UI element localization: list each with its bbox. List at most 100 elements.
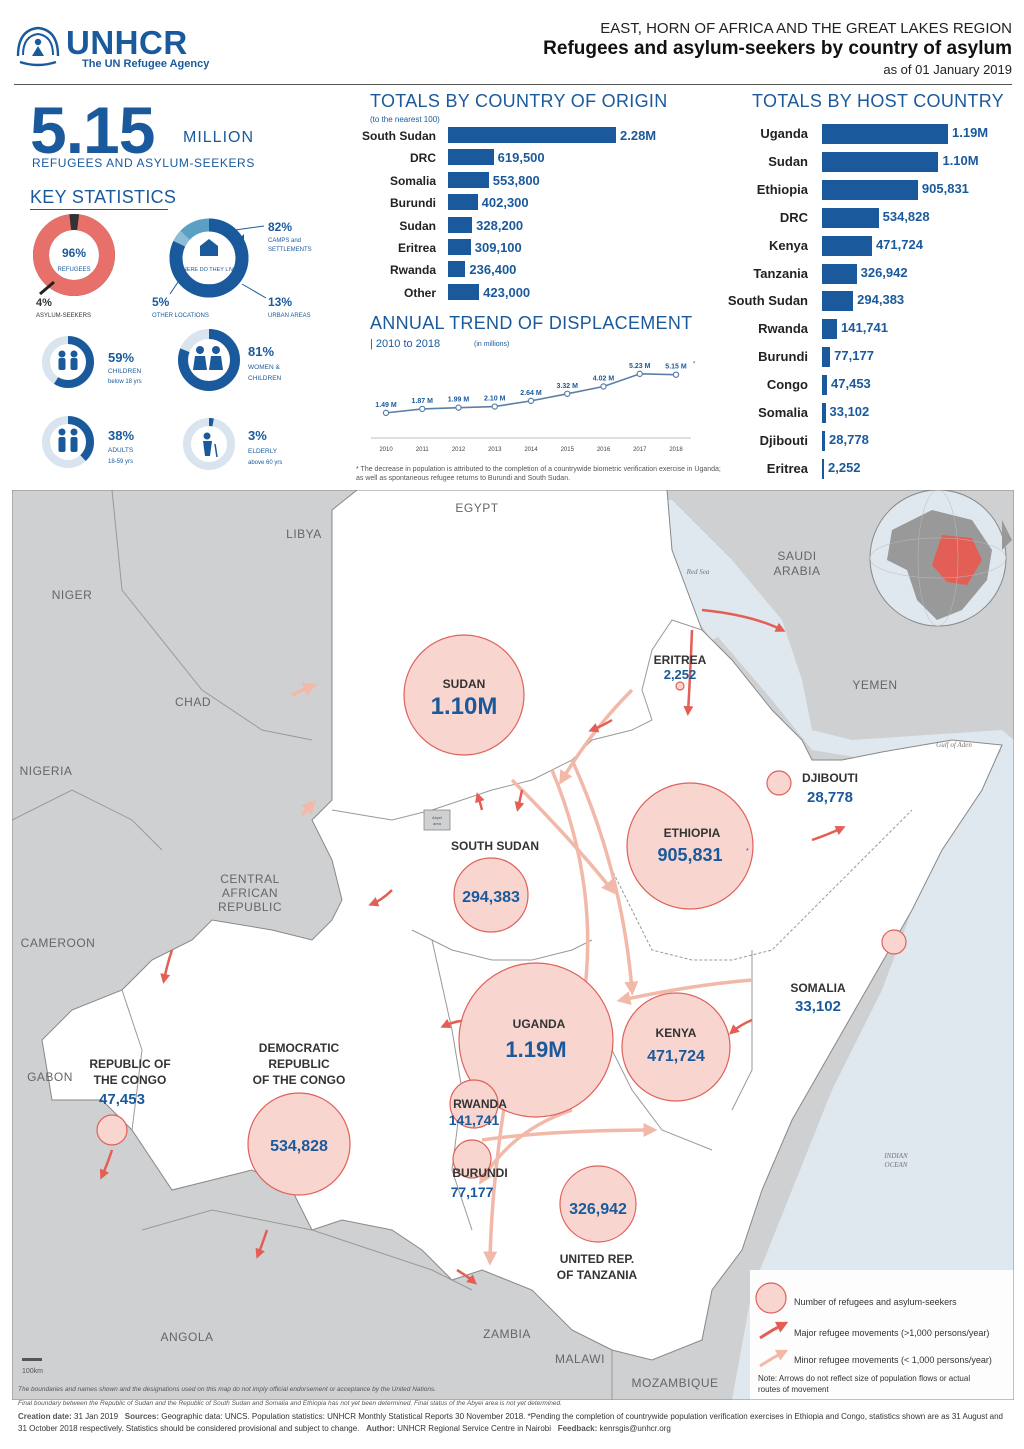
host-value: 1.19M: [952, 125, 989, 140]
host-value: 326,942: [860, 264, 908, 280]
children-label-2: below 18 yrs: [108, 379, 142, 385]
map-value-label: 534,828: [270, 1138, 328, 1155]
host-label: Sudan: [768, 153, 808, 169]
map-value-label: 77,177: [451, 1184, 494, 1200]
map-circle: [453, 857, 529, 933]
minor-arrow-9: [291, 682, 318, 697]
globe-graticule-2: [917, 490, 959, 627]
logo-tagline: The UN Refugee Agency: [82, 58, 210, 70]
host-value: 905,831: [921, 180, 969, 196]
header-divider: [14, 84, 1012, 85]
trend-x-tick: 2015: [561, 447, 575, 453]
host-label: Rwanda: [758, 321, 808, 337]
elderly-icon: [203, 432, 211, 440]
scale-label: 100km: [22, 1368, 43, 1375]
map-footnote-mark: *: [746, 848, 749, 855]
refugees-value: 96%: [62, 246, 86, 260]
origin-value: 619,500: [497, 150, 545, 166]
label-niger: NIGER: [52, 588, 93, 602]
feedback-label: Feedback:: [557, 1423, 598, 1433]
major-arrow-10: [255, 1229, 269, 1259]
map-country-label: UGANDA: [513, 1017, 566, 1031]
urban-label: URBAN AREAS: [268, 313, 311, 319]
scale-bar: [22, 1358, 42, 1361]
host-bar: [822, 151, 939, 172]
host-bar: [822, 403, 826, 423]
somalia-border: [731, 950, 753, 1111]
abyei-label-2: area: [433, 821, 442, 826]
unhcr-emblem-icon: [16, 26, 60, 67]
label-car-2: AFRICAN: [222, 886, 278, 900]
trend-x-tick: 2012: [452, 447, 466, 453]
key-statistics-graphic: 96% REFUGEES 4% ASYLUM-SEEKERS WHERE DO …: [33, 214, 312, 470]
trend-point: [419, 405, 426, 413]
host-bar: [822, 179, 918, 200]
major-arrow-12: [99, 1149, 114, 1180]
origin-bar: [448, 149, 494, 166]
map-country-label: REPUBLIC: [268, 1057, 330, 1071]
host-value: 294,383: [857, 292, 905, 308]
minor-arrow-3: [510, 778, 616, 895]
host-value: 1.10M: [942, 152, 979, 168]
host-label: Kenya: [768, 237, 808, 253]
map-country-label: SOMALIA: [790, 981, 846, 995]
host-title: TOTALS BY HOST COUNTRY: [752, 91, 1004, 111]
host-value: 33,102: [829, 404, 870, 419]
origin-label: Somalia: [389, 173, 436, 188]
trend-data-label: 2.10 M: [484, 396, 506, 403]
cane-icon: [214, 443, 218, 458]
trend-asterisk: *: [693, 362, 696, 368]
host-label: Eritrea: [766, 460, 808, 476]
host-bar: [822, 124, 948, 144]
trend-title: ANNUAL TREND OF DISPLACEMENT: [370, 313, 693, 333]
key-statistics-title: KEY STATISTICS: [30, 187, 177, 207]
map-country-label: DJIBOUTI: [802, 771, 858, 785]
date-subtitle: as of 01 January 2019: [883, 62, 1012, 77]
urban-leader: [241, 283, 267, 299]
major-arrow-1: [701, 608, 786, 632]
trend-x-tick: 2016: [597, 447, 611, 453]
map-circle: [621, 992, 731, 1102]
origin-value: 328,200: [476, 217, 524, 233]
minor-arrow-7: [479, 1108, 573, 1185]
origin-title: TOTALS BY COUNTRY OF ORIGIN: [370, 91, 668, 111]
trend-point: [527, 397, 535, 405]
trend-x-tick: 2018: [669, 447, 683, 453]
origin-label: Burundi: [390, 196, 436, 211]
major-arrow-13: [588, 718, 613, 733]
trend-data-label: 2.64 M: [520, 390, 542, 397]
asylum-label: ASYLUM-SEEKERS: [36, 313, 91, 319]
trend-subtitle: | 2010 to 2018: [370, 338, 441, 350]
other-leader: [169, 281, 179, 295]
origin-value: 2.28M: [620, 128, 657, 143]
women-label-2: CHILDREN: [248, 375, 282, 382]
host-bar: [822, 430, 826, 451]
origin-bar: [448, 216, 473, 233]
map-circle: [766, 770, 792, 796]
map-value-label: 1.10M: [431, 693, 498, 720]
host-bar: [822, 375, 828, 396]
trend-point: [491, 403, 498, 410]
map-value-label: 28,778: [807, 789, 853, 806]
trend-subtitle-note: (in millions): [474, 341, 510, 348]
sources-text: Geographic data: UNCS. Population statis…: [18, 1412, 1003, 1433]
major-arrow-5: [811, 826, 846, 842]
nigeria-border: [12, 789, 163, 851]
label-red-sea: Red Sea: [686, 568, 710, 576]
child-body-icon-2: [70, 358, 78, 370]
boundary-disclaimer: Final boundary between the Republic of S…: [18, 1400, 562, 1407]
origin-label: DRC: [410, 151, 436, 166]
major-arrow-6: [368, 889, 393, 907]
origin-bar: [448, 261, 466, 278]
origin-label: Rwanda: [389, 263, 436, 278]
congo-border: [121, 989, 143, 1131]
trend-x-tick: 2013: [488, 447, 502, 453]
woman-body-icon-2: [209, 356, 223, 370]
legend-major-arrow-icon: [759, 1321, 789, 1340]
globe-region-highlight: [932, 535, 982, 585]
feedback-text: kenrsgis@unhcr.org: [599, 1423, 671, 1433]
trend-point: [455, 404, 462, 411]
creation-date: 31 Jan 2019: [74, 1412, 119, 1421]
host-bar: [822, 291, 854, 312]
host-bar: [822, 235, 872, 256]
